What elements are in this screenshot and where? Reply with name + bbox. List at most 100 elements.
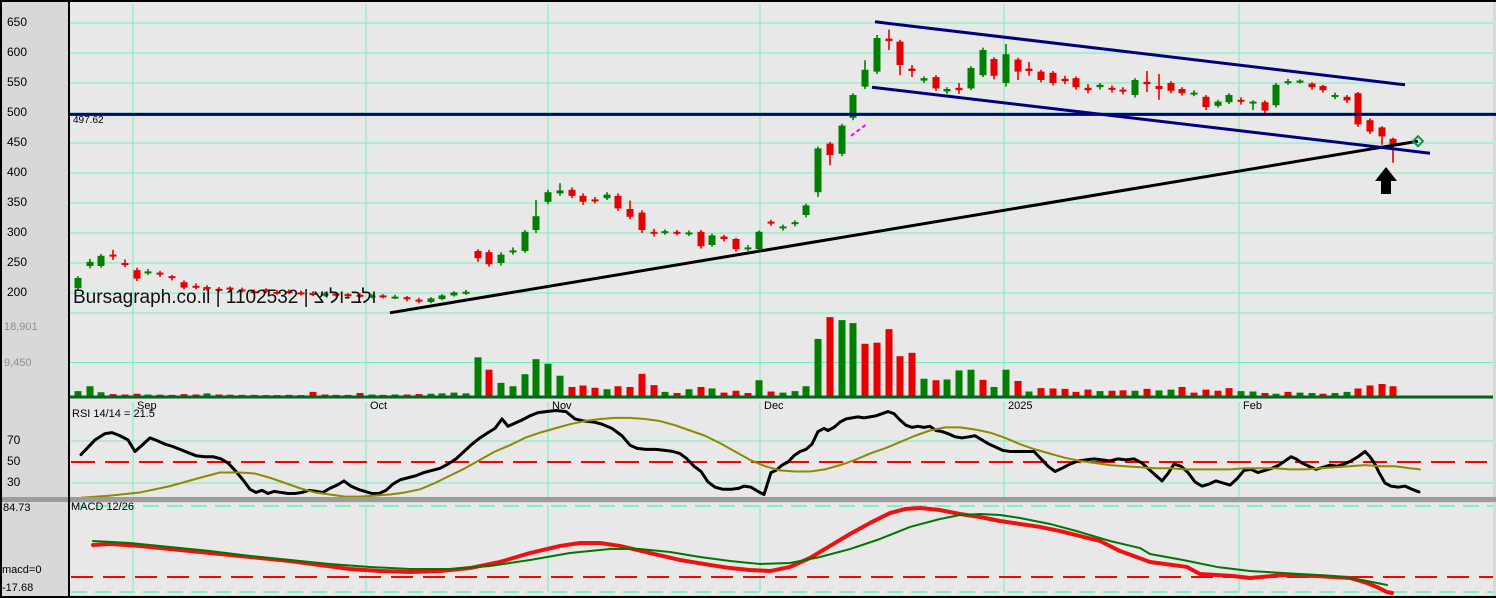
- volume-bar: [192, 394, 200, 396]
- candle-body: [497, 254, 505, 263]
- volume-bar: [391, 394, 399, 396]
- candle-body: [462, 291, 470, 294]
- volume-bar: [497, 382, 505, 396]
- candle-body: [1025, 68, 1033, 71]
- candle-body: [168, 276, 176, 279]
- volume-bar: [1225, 388, 1233, 396]
- volume-bar: [332, 394, 340, 396]
- candle-body: [1308, 83, 1316, 88]
- volume-bar: [1178, 386, 1186, 396]
- axis-divider: [68, 0, 70, 597]
- volume-bar: [1143, 388, 1151, 396]
- volume-bar: [427, 393, 435, 396]
- volume-bar: [591, 387, 599, 396]
- candle-body: [1354, 93, 1362, 125]
- candle-body: [1061, 78, 1069, 82]
- candle-body: [379, 295, 387, 298]
- volume-axis-tick: 18,901: [4, 321, 38, 333]
- candle-body: [438, 295, 446, 299]
- volume-bar: [109, 394, 117, 396]
- candle-body: [332, 293, 340, 296]
- volume-bar: [156, 394, 164, 396]
- price-axis-tick: 450: [7, 135, 28, 149]
- candle-body: [661, 231, 669, 234]
- candle-body: [708, 235, 716, 245]
- volume-bar: [226, 394, 234, 396]
- candle-body: [321, 293, 329, 296]
- candle-body: [755, 231, 763, 250]
- candle-body: [861, 69, 869, 87]
- volume-bar: [990, 386, 998, 396]
- candle-body: [1190, 92, 1198, 95]
- volume-bar: [97, 392, 105, 396]
- month-axis-tick: Dec: [764, 400, 784, 412]
- candle-body: [1378, 127, 1386, 137]
- candle-body: [732, 239, 740, 250]
- price-axis-tick: 250: [7, 255, 28, 269]
- candle-body: [521, 231, 529, 251]
- candle-body: [1119, 89, 1127, 92]
- volume-bar: [838, 320, 846, 396]
- volume-bar: [1366, 385, 1374, 396]
- candle-body: [826, 143, 834, 155]
- candle-body: [109, 254, 117, 257]
- macd-indicator-label: MACD 12/26: [71, 501, 134, 513]
- volume-bar: [1190, 392, 1198, 396]
- candle-body: [415, 299, 423, 302]
- candle-body: [238, 289, 246, 292]
- volume-bar: [1202, 389, 1210, 396]
- candle-body: [849, 95, 857, 118]
- volume-bar: [1319, 393, 1327, 396]
- candle-body: [1202, 96, 1210, 107]
- volume-bar: [638, 373, 646, 396]
- macd-signal-line: [92, 513, 1388, 586]
- volume-bar: [532, 359, 540, 396]
- volume-bar: [1061, 388, 1069, 396]
- volume-bar: [74, 391, 82, 396]
- month-axis-tick: Nov: [552, 400, 572, 412]
- candle-body: [603, 194, 611, 199]
- volume-bar: [791, 391, 799, 396]
- candle-body: [1143, 81, 1151, 85]
- candle-body: [1037, 71, 1045, 80]
- volume-bar: [920, 378, 928, 396]
- volume-bar: [614, 386, 622, 396]
- macd-zero-label: macd=0: [2, 564, 42, 576]
- trendline-channel-top: [874, 20, 1406, 87]
- month-axis-tick: 2025: [1008, 400, 1033, 412]
- price-axis-tick: 650: [7, 15, 28, 29]
- volume-bar: [685, 389, 693, 396]
- candle-body: [1049, 72, 1057, 83]
- candle-body: [908, 68, 916, 71]
- candle-body: [1084, 87, 1092, 91]
- volume-bar: [556, 375, 564, 396]
- candle-body: [391, 296, 399, 299]
- volume-bar: [1261, 392, 1269, 396]
- candle-body: [932, 77, 940, 89]
- candle-body: [368, 295, 376, 298]
- rsi-panel-bg: [68, 399, 1493, 497]
- candle-body: [1249, 101, 1257, 104]
- volume-bar: [1354, 388, 1362, 396]
- candle-body: [568, 189, 576, 196]
- volume-bar: [1037, 388, 1045, 396]
- candle-body: [450, 292, 458, 296]
- volume-bar: [849, 323, 857, 396]
- volume-bar: [932, 380, 940, 396]
- volume-bar: [86, 386, 94, 396]
- candle-body: [1366, 120, 1374, 132]
- reference-price-label: 497.62: [73, 115, 104, 126]
- candle-body: [226, 287, 234, 290]
- volume-bar: [368, 394, 376, 396]
- volume-bar: [121, 394, 129, 396]
- volume-bar: [967, 369, 975, 396]
- volume-bar: [885, 329, 893, 396]
- volume-bar: [509, 386, 517, 396]
- volume-bar: [1108, 390, 1116, 396]
- candle-body: [873, 38, 881, 72]
- candle-body: [180, 282, 188, 288]
- volume-bar: [802, 386, 810, 396]
- candle-body: [814, 148, 822, 193]
- macd-panel-bg: [68, 503, 1493, 595]
- macd-min-label: -17.68: [2, 582, 34, 594]
